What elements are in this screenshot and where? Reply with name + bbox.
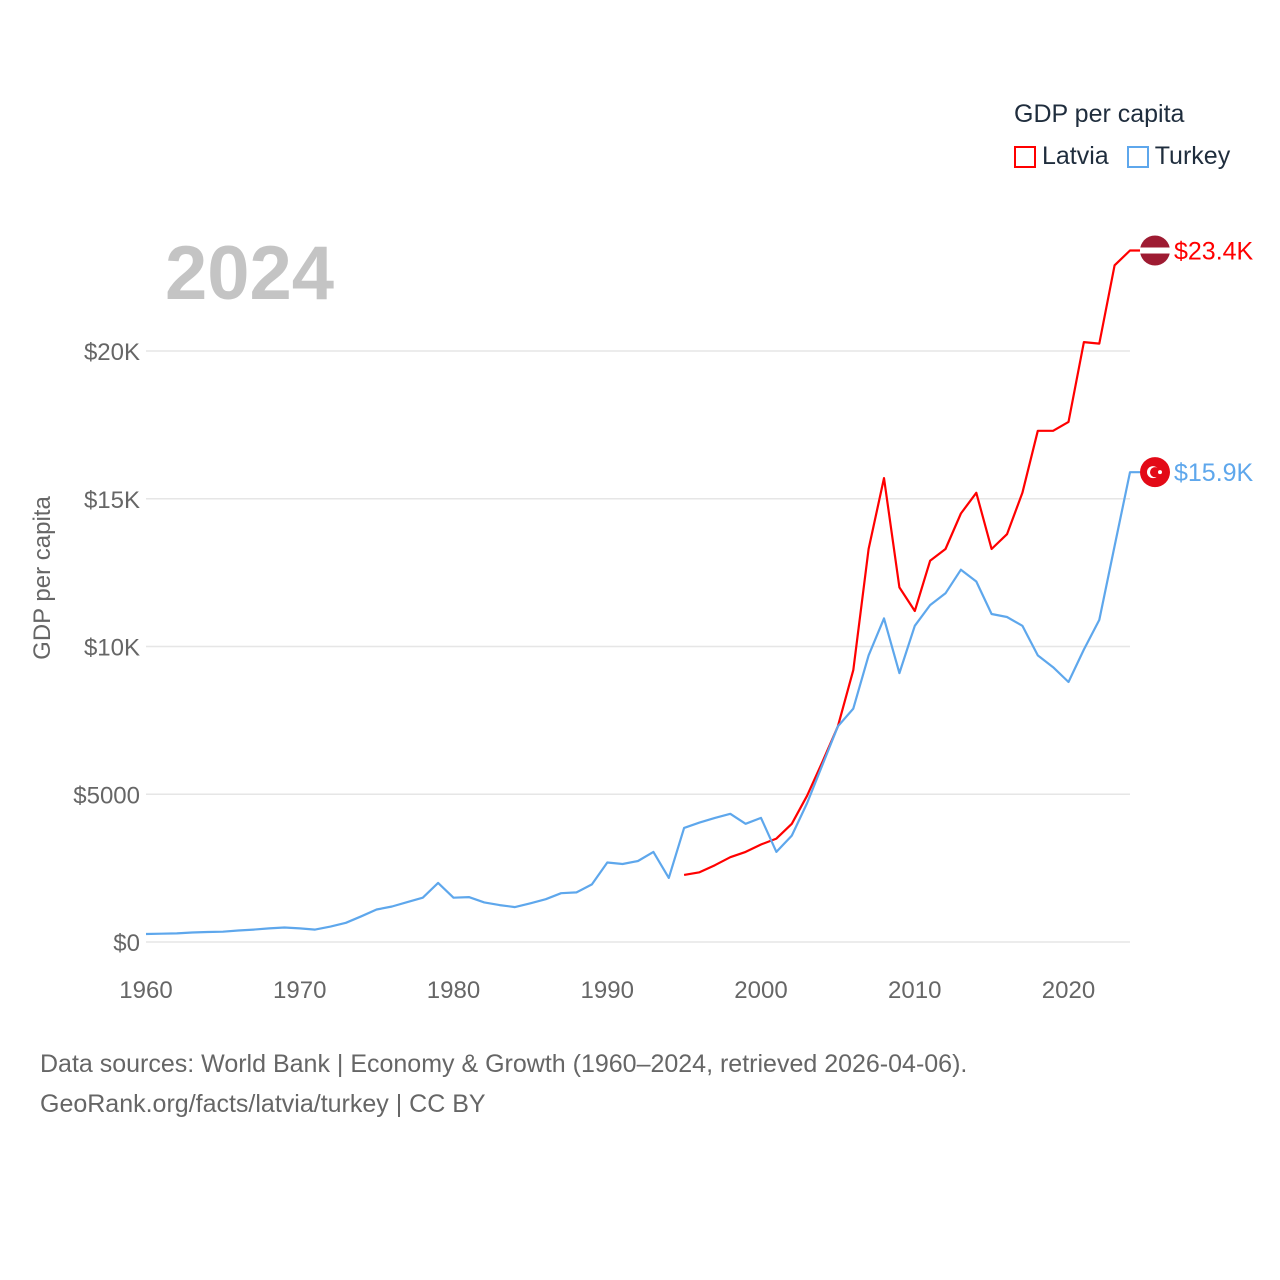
y-axis-label: GDP per capita [29,496,56,660]
x-tick-label: 1980 [427,977,480,1004]
legend-label-turkey: Turkey [1154,142,1231,170]
series-line-turkey [145,471,1140,936]
legend-label-latvia: Latvia [1042,142,1109,170]
end-value-label-turkey: $15.9K [1174,459,1254,487]
legend-swatch-latvia [1014,145,1036,168]
legend: Latvia Turkey [1014,142,1230,171]
legend-item-turkey[interactable]: Turkey [1126,142,1231,171]
data-sources: Data sources: World Bank | Economy & Gro… [40,1050,968,1078]
x-tick-label: 2020 [1042,977,1095,1004]
y-tick-label: $0 [113,930,140,957]
year-label: 2024 [165,231,335,316]
attribution-link[interactable]: GeoRank.org/facts/latvia/turkey | CC BY [40,1090,486,1118]
x-tick-label: 1990 [581,977,634,1004]
end-value-label-latvia: $23.4K [1174,238,1254,266]
x-tick-label: 1960 [119,977,172,1004]
turkey-flag-crescent-cut [1150,467,1160,478]
turkey-flag-star [1158,470,1162,475]
legend-swatch-turkey [1126,145,1149,168]
y-tick-label: $10K [84,635,140,662]
legend-title: GDP per capita [1014,100,1185,128]
footer: Data sources: World Bank | Economy & Gro… [40,1044,967,1124]
x-tick-label: 1970 [273,977,326,1004]
x-tick-label: 2010 [888,977,941,1004]
legend-item-latvia[interactable]: Latvia [1014,142,1109,171]
y-tick-label: $15K [84,487,140,514]
y-tick-label: $20K [84,339,140,366]
latvia-flag-icon [1140,235,1170,266]
y-tick-label: $5000 [73,782,140,809]
x-tick-label: 2000 [734,977,787,1004]
series-line-latvia [683,249,1140,876]
